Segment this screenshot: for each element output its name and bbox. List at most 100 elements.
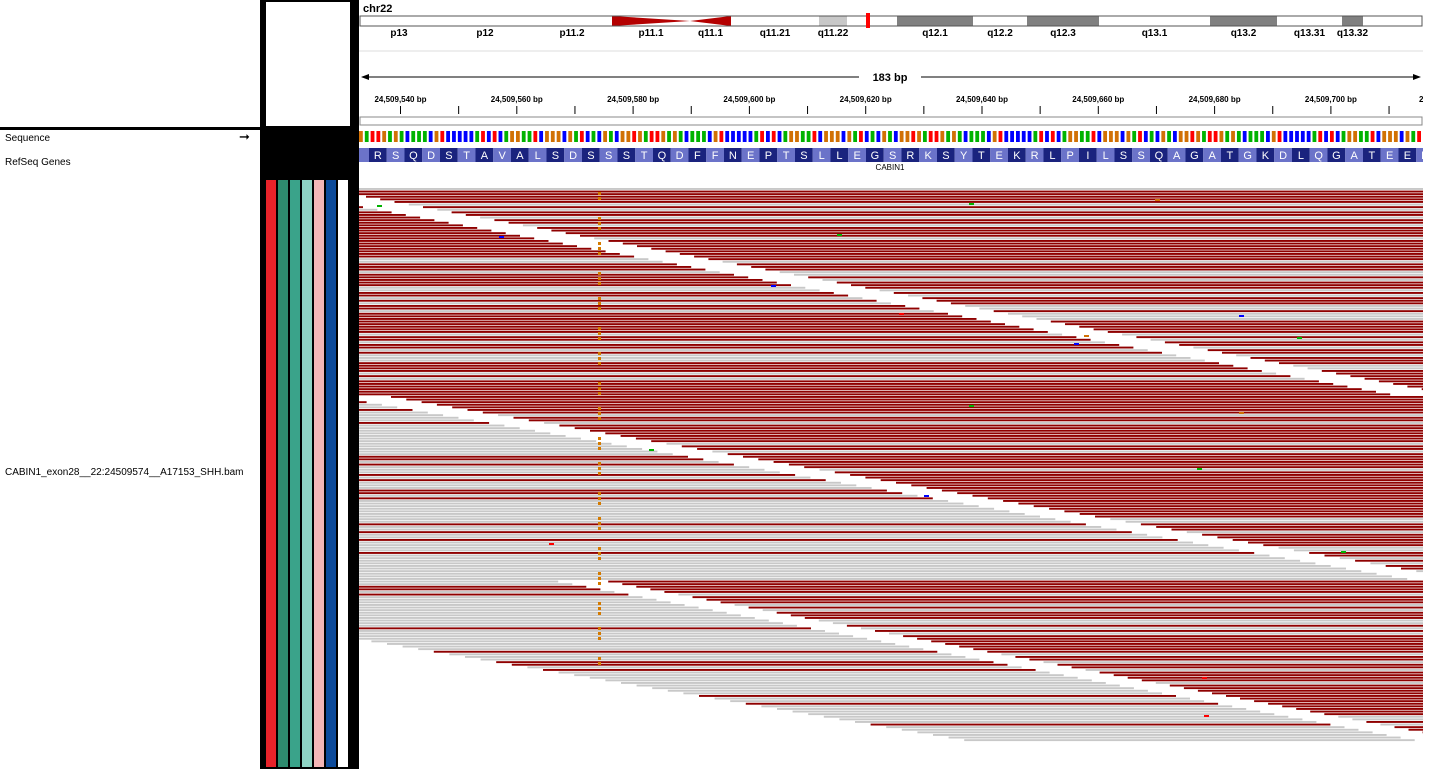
- insertion-marker: [598, 357, 601, 360]
- refseq-genes-track-label[interactable]: RefSeq Genes: [5, 157, 71, 168]
- ruler-tick-label: 24,509,600 bp: [723, 95, 775, 104]
- read-segment: [1217, 536, 1423, 538]
- amino-acid-letter: L: [819, 150, 825, 162]
- read-segment: [359, 427, 520, 429]
- sequence-base: [1115, 131, 1119, 142]
- right-margin: [1423, 0, 1440, 769]
- read-segment: [437, 404, 1423, 406]
- read-segment: [1142, 679, 1423, 681]
- read-segment: [636, 438, 1423, 440]
- read-segment: [1212, 692, 1423, 694]
- sequence-track-label[interactable]: Sequence: [5, 133, 50, 144]
- insertion-marker: [598, 277, 601, 280]
- read-segment: [1365, 378, 1423, 380]
- read-segment: [359, 445, 627, 447]
- arrow-right-icon[interactable]: ➞: [239, 131, 250, 143]
- read-segment: [359, 292, 834, 294]
- insertion-marker: [598, 197, 601, 200]
- read-segment: [559, 425, 1423, 427]
- mismatch-base: [1074, 343, 1079, 345]
- sequence-base: [1278, 131, 1282, 142]
- span-label: 183 bp: [873, 72, 908, 84]
- insertion-marker: [598, 222, 601, 225]
- read-segment: [359, 230, 491, 232]
- read-segment: [359, 495, 918, 497]
- sequence-base: [563, 131, 567, 142]
- read-segment: [359, 599, 657, 601]
- read-segment: [359, 243, 563, 245]
- read-segment: [973, 648, 1423, 650]
- ruler-tick-label: 24,509,620 bp: [840, 95, 892, 104]
- read-segment: [359, 412, 428, 414]
- amino-acid-letter: A: [1173, 150, 1181, 162]
- sequence-base: [1376, 131, 1380, 142]
- ideogram-band-label: p11.1: [638, 28, 663, 39]
- read-segment: [1193, 347, 1423, 349]
- read-segment: [359, 269, 705, 271]
- sequence-base: [376, 131, 380, 142]
- gene-name[interactable]: CABIN1: [876, 163, 905, 172]
- ruler-tick-label: 24,509,700 bp: [1305, 95, 1357, 104]
- read-segment: [359, 430, 535, 432]
- read-segment: [359, 284, 791, 286]
- insertion-marker: [598, 217, 601, 220]
- insertion-marker: [598, 462, 601, 465]
- read-segment: [359, 331, 1048, 333]
- read-segment: [359, 594, 628, 596]
- insertion-marker: [598, 582, 601, 585]
- read-segment: [359, 258, 648, 260]
- read-segment: [496, 661, 993, 663]
- read-segment: [359, 274, 734, 276]
- sequence-base: [865, 131, 869, 142]
- insertion-marker: [598, 352, 601, 355]
- mismatch-base: [837, 234, 842, 236]
- sequence-base: [1150, 131, 1154, 142]
- sequence-base: [586, 131, 590, 142]
- insertion-marker: [598, 302, 601, 305]
- sequence-base: [481, 131, 485, 142]
- sequence-base: [504, 131, 508, 142]
- read-segment: [1122, 334, 1423, 336]
- sequence-base: [685, 131, 689, 142]
- read-segment: [1095, 516, 1423, 518]
- read-segment: [359, 308, 919, 310]
- read-segment: [819, 620, 1423, 622]
- ideogram-band-label: p13: [390, 28, 408, 39]
- read-segment: [1202, 534, 1423, 536]
- read-segment: [708, 258, 1423, 260]
- read-segment: [359, 388, 1362, 390]
- sequence-track[interactable]: [359, 131, 1421, 142]
- sequence-base: [1033, 131, 1037, 142]
- read-segment: [359, 469, 765, 471]
- read-segment: [359, 240, 549, 242]
- sequence-base: [382, 131, 386, 142]
- read-segment: [1156, 526, 1423, 528]
- amino-acid-letter: T: [783, 150, 790, 162]
- read-segment: [523, 224, 1423, 226]
- read-segment: [959, 646, 1423, 648]
- sequence-base: [993, 131, 997, 142]
- sequence-base: [1289, 131, 1293, 142]
- ruler-scrollbar[interactable]: [360, 117, 1422, 125]
- name-panel-header: [0, 0, 260, 128]
- read-segment: [1251, 357, 1424, 359]
- insertion-marker: [598, 337, 601, 340]
- read-segment: [609, 240, 1424, 242]
- bam-track-label[interactable]: CABIN1_exon28__22:24509574__A17153_SHH.b…: [5, 467, 244, 478]
- read-segment: [359, 383, 1333, 385]
- read-segment: [855, 721, 1316, 723]
- read-segment: [359, 570, 1361, 572]
- read-segment: [359, 323, 1005, 325]
- insertion-marker: [598, 577, 601, 580]
- read-segment: [942, 490, 1423, 492]
- read-segment: [359, 510, 1009, 512]
- alignment-reads[interactable]: [359, 188, 1423, 741]
- insertion-marker: [598, 307, 601, 310]
- insertion-marker: [598, 442, 601, 445]
- read-segment: [793, 711, 1261, 713]
